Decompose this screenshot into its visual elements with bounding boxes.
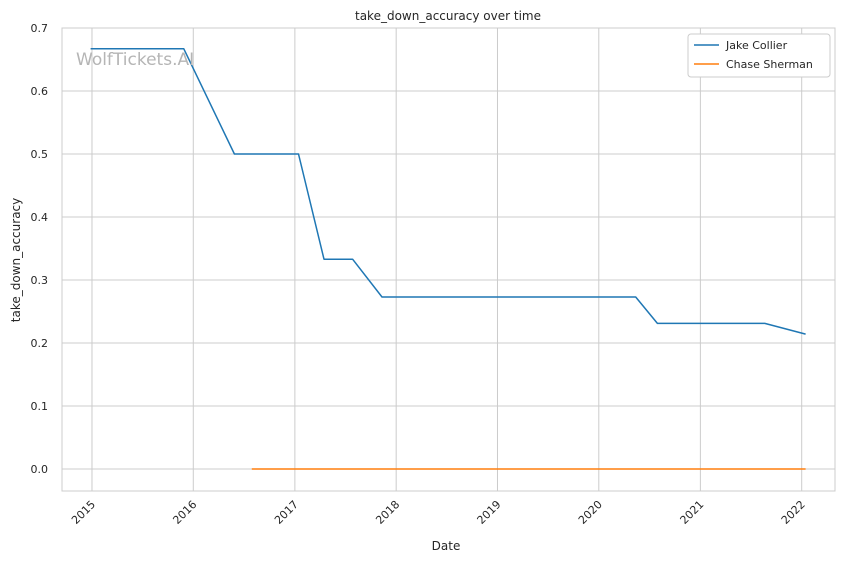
chart-title: take_down_accuracy over time	[355, 9, 541, 23]
y-tick-label: 0.6	[31, 85, 49, 98]
x-tick-label: 2017	[272, 498, 301, 527]
x-tick-label: 2019	[475, 498, 504, 527]
grid-lines	[62, 27, 835, 491]
y-axis-title: take_down_accuracy	[9, 198, 23, 322]
x-tick-label: 2018	[373, 498, 402, 527]
x-axis-title: Date	[432, 539, 461, 553]
y-tick-label: 0.5	[31, 148, 49, 161]
plot-frame	[61, 27, 836, 492]
legend-box	[687, 33, 831, 78]
series-lines	[90, 48, 806, 470]
y-tick-label: 0.1	[31, 400, 49, 413]
x-tick-label: 2020	[576, 498, 605, 527]
y-tick-label: 0.2	[31, 337, 49, 350]
series-line-jake-collier	[90, 48, 806, 335]
x-tick-label: 2016	[170, 498, 199, 527]
x-tick-label: 2021	[678, 498, 707, 527]
watermark: WolfTickets.AI	[76, 50, 194, 70]
legend-label-jake-collier: Jake Collier	[725, 39, 788, 52]
y-tick-label: 0.7	[31, 22, 49, 35]
legend-label-chase-sherman: Chase Sherman	[726, 58, 813, 71]
y-tick-label: 0.4	[31, 211, 49, 224]
plot-background	[62, 28, 835, 491]
y-tick-label: 0.0	[31, 463, 49, 476]
x-tick-label: 2015	[69, 498, 98, 527]
x-tick-label: 2022	[779, 498, 808, 527]
y-tick-label: 0.3	[31, 274, 49, 287]
legend: Jake Collier Chase Sherman	[687, 33, 831, 78]
